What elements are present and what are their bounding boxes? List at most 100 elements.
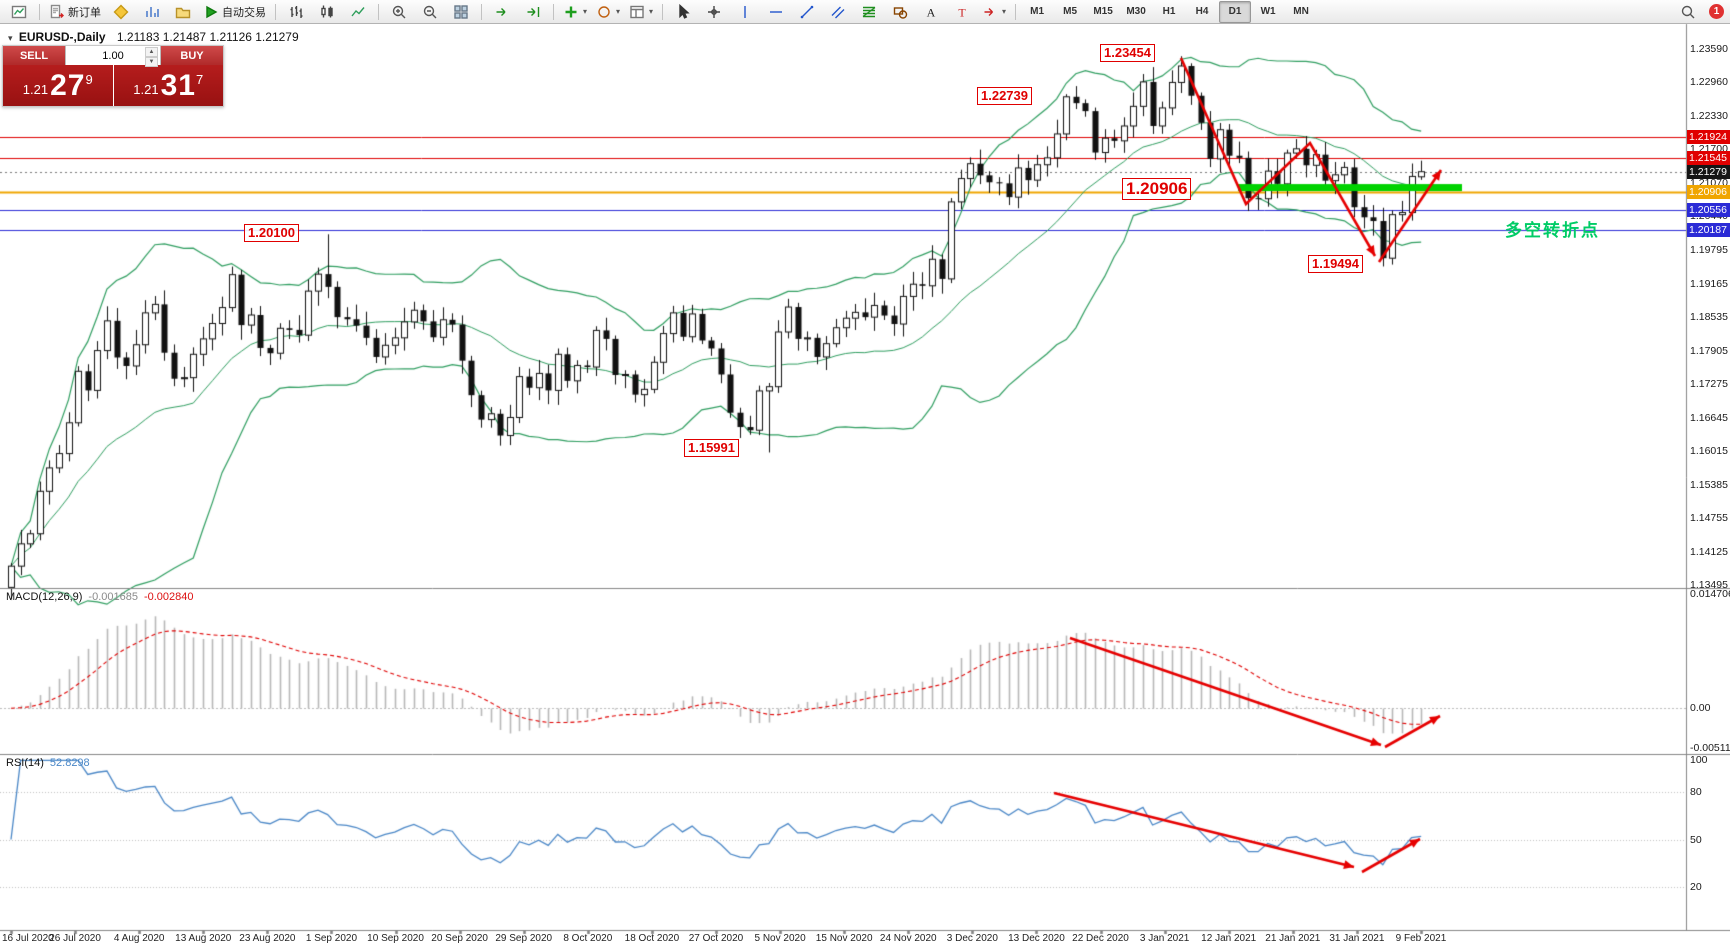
navigator-icon [175, 4, 191, 20]
objects-icon[interactable]: ▾ [592, 1, 624, 23]
macd-axis-tick: -0.005113 [1690, 742, 1730, 754]
price-axis-tick: 1.16015 [1690, 445, 1728, 458]
autotrade-button[interactable]: 自动交易 [199, 1, 270, 23]
date-label: 13 Dec 2020 [1008, 933, 1065, 944]
buy-price-prefix: 1.21 [133, 82, 159, 97]
timeframe-button-mn[interactable]: MN [1293, 6, 1309, 17]
sell-price-display[interactable]: 1.21 27 9 [3, 65, 114, 106]
horizontal-line-icon[interactable] [761, 1, 791, 23]
macd-signal-value: -0.002840 [143, 591, 194, 603]
search-icon[interactable] [1673, 1, 1703, 23]
timeframe-button-m30[interactable]: M30 [1126, 6, 1146, 17]
shapes-icon [892, 4, 908, 20]
date-label: 4 Aug 2020 [113, 933, 165, 944]
trendline-icon[interactable] [792, 1, 822, 23]
volume-stepper[interactable]: ▲ ▼ [145, 47, 158, 67]
chart-window-icon [11, 4, 27, 20]
timeframe-button-w1[interactable]: W1 [1260, 6, 1276, 17]
chart-window-icon[interactable] [4, 1, 34, 23]
objects-icon [596, 4, 612, 20]
zoom-out-icon[interactable] [415, 1, 445, 23]
zoom-in-icon[interactable] [384, 1, 414, 23]
chart-shift-icon [525, 4, 541, 20]
price-tag: 1.20556 [1687, 203, 1730, 218]
market-watch-icon [144, 4, 160, 20]
text-icon: A [923, 4, 939, 20]
volume-value: 1.00 [102, 49, 124, 62]
sell-price-pip: 9 [85, 72, 93, 87]
timeframe-button-d1[interactable]: D1 [1219, 0, 1252, 23]
timeframe-button-m15[interactable]: M15 [1093, 6, 1113, 17]
metaeditor-icon [113, 4, 129, 20]
sell-price-prefix: 1.21 [22, 82, 49, 97]
new-order-button-label: 新订单 [68, 6, 101, 19]
volume-up-icon[interactable]: ▲ [145, 47, 158, 57]
rsi-value: 52.8298 [49, 757, 90, 769]
timeframe-button-h1[interactable]: H1 [1162, 6, 1176, 17]
tile-windows-icon [453, 4, 469, 20]
line-chart-icon[interactable] [343, 1, 373, 23]
bar-chart-icon[interactable] [281, 1, 311, 23]
timeframe-button-m5[interactable]: M5 [1063, 6, 1078, 17]
cursor-icon [675, 3, 691, 20]
new-order-button[interactable]: 新订单 [45, 1, 105, 23]
candlestick-chart-icon[interactable] [312, 1, 342, 23]
date-label: 23 Aug 2020 [239, 933, 296, 944]
crosshair-icon[interactable] [699, 1, 729, 23]
navigator-icon[interactable] [168, 1, 198, 23]
cursor-icon[interactable] [668, 1, 698, 23]
volume-input[interactable]: 1.00 ▲ ▼ [65, 46, 161, 67]
market-watch-icon[interactable] [137, 1, 167, 23]
tile-windows-icon[interactable] [446, 1, 476, 23]
volume-down-icon[interactable]: ▼ [145, 57, 158, 67]
chart-annotation[interactable]: 1.20100 [244, 224, 299, 242]
rsi-indicator-label: RSI(14) 52.8298 [6, 757, 90, 769]
chart-annotation[interactable]: 1.15991 [684, 439, 739, 457]
symbol-marker-icon: ▾ [8, 33, 13, 43]
pivot-label[interactable]: 多空转折点 [1505, 221, 1600, 240]
zoom-in-icon [391, 4, 407, 20]
notification-badge[interactable]: 1 [1709, 4, 1724, 19]
vertical-line-icon[interactable] [730, 1, 760, 23]
metaeditor-icon[interactable] [106, 1, 136, 23]
auto-scroll-icon[interactable] [487, 1, 517, 23]
sell-button[interactable]: SELL [3, 46, 65, 65]
indicators-icon[interactable]: ▾ [559, 1, 591, 23]
chevron-down-icon: ▾ [583, 7, 588, 16]
fibonacci-icon[interactable] [854, 1, 884, 23]
price-axis-tick: 1.16645 [1690, 411, 1728, 424]
zoom-out-icon [422, 4, 438, 20]
buy-price-pip: 7 [195, 72, 204, 87]
date-label: 8 Oct 2020 [563, 933, 613, 944]
arrows-icon [982, 4, 998, 20]
toolbar-separator [553, 3, 554, 20]
chart-annotation[interactable]: 1.20906 [1122, 178, 1192, 200]
price-axis-tick: 1.19795 [1690, 244, 1728, 257]
shapes-icon[interactable] [885, 1, 915, 23]
channel-icon[interactable] [823, 1, 853, 23]
buy-price-display[interactable]: 1.21 31 7 [113, 65, 223, 106]
templates-icon[interactable]: ▾ [625, 1, 657, 23]
date-label: 24 Nov 2020 [879, 933, 937, 944]
label-icon[interactable]: T [947, 1, 977, 23]
vertical-line-icon [737, 4, 753, 20]
text-icon[interactable]: A [916, 1, 946, 23]
macd-axis-tick: 0.014706 [1690, 588, 1730, 600]
chart-annotation[interactable]: 1.22739 [977, 87, 1032, 105]
timeframe-button-h4[interactable]: H4 [1195, 6, 1209, 17]
chart-annotation[interactable]: 1.23454 [1100, 44, 1155, 62]
toolbar-separator [662, 3, 664, 20]
arrows-icon[interactable]: ▾ [978, 1, 1010, 23]
chart-annotation[interactable]: 1.19494 [1308, 255, 1363, 273]
chart-shift-icon[interactable] [518, 1, 548, 23]
date-label: 18 Oct 2020 [624, 933, 680, 944]
timeframe-button-m1[interactable]: M1 [1030, 6, 1045, 17]
buy-button[interactable]: BUY [161, 46, 223, 65]
line-chart-icon [350, 4, 366, 20]
price-tag: 1.21545 [1687, 150, 1730, 165]
price-axis-tick: 1.19165 [1690, 277, 1728, 290]
date-label: 1 Sep 2020 [305, 933, 358, 944]
date-label: 12 Jan 2021 [1201, 933, 1257, 944]
